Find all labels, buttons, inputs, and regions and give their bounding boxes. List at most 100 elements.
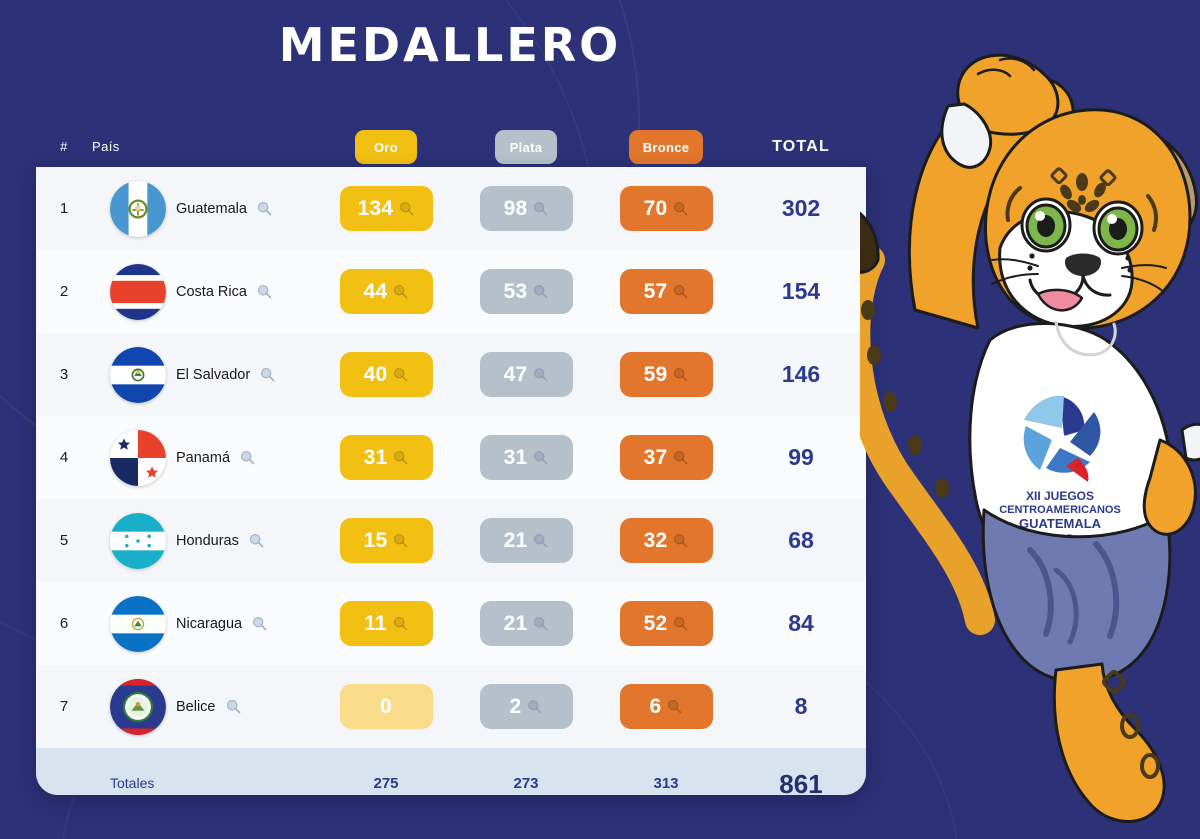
silver-medal-pill[interactable]: 31 bbox=[479, 435, 573, 480]
search-icon[interactable] bbox=[533, 367, 548, 382]
search-icon[interactable] bbox=[533, 201, 548, 216]
gold-value: 11 bbox=[364, 611, 387, 635]
row-total: 302 bbox=[736, 195, 866, 222]
search-icon[interactable] bbox=[533, 616, 548, 631]
search-icon[interactable] bbox=[257, 201, 272, 216]
belize-flag-icon bbox=[110, 678, 166, 735]
gold-medal-pill[interactable]: 31 bbox=[339, 435, 433, 480]
row-gold: 44 bbox=[316, 269, 456, 314]
country-name: Guatemala bbox=[176, 200, 247, 217]
search-icon[interactable] bbox=[226, 699, 241, 714]
bronze-medal-pill[interactable]: 52 bbox=[619, 601, 713, 646]
silver-medal-pill[interactable]: 53 bbox=[479, 269, 573, 314]
table-row[interactable]: 7 Belice 0 2 6 8 bbox=[36, 665, 866, 748]
country-name: Costa Rica bbox=[176, 283, 247, 300]
header-gold-cell: Oro bbox=[316, 130, 456, 164]
silver-medal-pill[interactable]: 98 bbox=[479, 186, 573, 231]
header-silver-pill[interactable]: Plata bbox=[495, 130, 557, 164]
bronze-medal-pill[interactable]: 6 bbox=[619, 684, 713, 729]
row-gold: 31 bbox=[316, 435, 456, 480]
search-icon[interactable] bbox=[257, 284, 272, 299]
totals-silver-cell: 273 bbox=[456, 775, 596, 793]
search-icon[interactable] bbox=[260, 367, 275, 382]
header-bronze-pill[interactable]: Bronce bbox=[628, 130, 704, 164]
bronze-value: 32 bbox=[643, 528, 668, 552]
search-icon[interactable] bbox=[673, 616, 688, 631]
bronze-medal-pill[interactable]: 57 bbox=[619, 269, 713, 314]
search-icon[interactable] bbox=[393, 533, 408, 548]
totals-bronze-cell: 313 bbox=[596, 775, 736, 793]
table-header-row: # País Oro Plata Bronce TOTAL bbox=[36, 126, 866, 168]
search-icon[interactable] bbox=[673, 201, 688, 216]
honduras-flag-icon bbox=[110, 512, 166, 569]
search-icon[interactable] bbox=[673, 533, 688, 548]
row-country[interactable]: Guatemala bbox=[92, 180, 316, 237]
table-row[interactable]: 3 El Salvador 40 47 59 bbox=[36, 333, 866, 416]
search-icon[interactable] bbox=[252, 616, 267, 631]
gold-medal-pill[interactable]: 134 bbox=[339, 186, 433, 231]
table-row[interactable]: 1 Guatemala 134 98 70 bbox=[36, 167, 866, 250]
silver-value: 2 bbox=[509, 694, 522, 718]
total-value: 68 bbox=[788, 527, 814, 553]
search-icon[interactable] bbox=[393, 367, 408, 382]
silver-medal-pill[interactable]: 2 bbox=[479, 684, 573, 729]
silver-value: 21 bbox=[503, 611, 528, 635]
row-silver: 21 bbox=[456, 518, 596, 563]
row-country[interactable]: Belice bbox=[92, 678, 316, 735]
totals-gold-value: 275 bbox=[373, 775, 399, 792]
header-silver-cell: Plata bbox=[456, 130, 596, 164]
search-icon[interactable] bbox=[393, 450, 408, 465]
gold-medal-pill[interactable]: 40 bbox=[339, 352, 433, 397]
bronze-medal-pill[interactable]: 32 bbox=[619, 518, 713, 563]
bronze-medal-pill[interactable]: 59 bbox=[619, 352, 713, 397]
bronze-value: 6 bbox=[649, 694, 662, 718]
gold-medal-pill[interactable]: 44 bbox=[339, 269, 433, 314]
row-rank: 4 bbox=[36, 449, 92, 467]
table-row[interactable]: 5 Honduras 15 21 32 bbox=[36, 499, 866, 582]
row-gold: 0 bbox=[316, 684, 456, 729]
search-icon[interactable] bbox=[393, 616, 408, 631]
row-bronze: 32 bbox=[596, 518, 736, 563]
search-icon[interactable] bbox=[399, 201, 414, 216]
totals-label: Totales bbox=[110, 775, 155, 791]
nicaragua-flag-icon bbox=[110, 595, 166, 652]
search-icon[interactable] bbox=[667, 699, 682, 714]
search-icon[interactable] bbox=[533, 533, 548, 548]
search-icon[interactable] bbox=[393, 284, 408, 299]
search-icon[interactable] bbox=[249, 533, 264, 548]
silver-medal-pill[interactable]: 47 bbox=[479, 352, 573, 397]
search-icon[interactable] bbox=[533, 450, 548, 465]
row-country[interactable]: El Salvador bbox=[92, 346, 316, 403]
row-rank: 5 bbox=[36, 532, 92, 550]
search-icon[interactable] bbox=[533, 284, 548, 299]
total-value: 84 bbox=[788, 610, 814, 636]
table-row[interactable]: 4 Panamá 31 31 37 bbox=[36, 416, 866, 499]
row-country[interactable]: Panamá bbox=[92, 429, 316, 486]
bronze-value: 37 bbox=[643, 445, 668, 469]
gold-medal-pill[interactable]: 15 bbox=[339, 518, 433, 563]
gold-medal-pill[interactable]: 11 bbox=[339, 601, 433, 646]
search-icon[interactable] bbox=[673, 450, 688, 465]
bronze-medal-pill[interactable]: 70 bbox=[619, 186, 713, 231]
totals-grand-cell: 861 bbox=[736, 769, 866, 796]
table-row[interactable]: 2 Costa Rica 44 53 57 bbox=[36, 250, 866, 333]
country-name: El Salvador bbox=[176, 366, 251, 383]
header-total-label: TOTAL bbox=[772, 138, 830, 155]
silver-medal-pill[interactable]: 21 bbox=[479, 518, 573, 563]
table-row[interactable]: 6 Nicaragua 11 21 52 bbox=[36, 582, 866, 665]
header-gold-pill[interactable]: Oro bbox=[355, 130, 417, 164]
row-country[interactable]: Nicaragua bbox=[92, 595, 316, 652]
row-country[interactable]: Honduras bbox=[92, 512, 316, 569]
silver-value: 31 bbox=[503, 445, 528, 469]
row-country[interactable]: Costa Rica bbox=[92, 263, 316, 320]
search-icon[interactable] bbox=[240, 450, 255, 465]
svg-text:2025: 2025 bbox=[1048, 533, 1072, 545]
jaguar-mascot: XII JUEGOS CENTROAMERICANOS GUATEMALA 20… bbox=[860, 10, 1200, 830]
search-icon[interactable] bbox=[673, 284, 688, 299]
bronze-medal-pill[interactable]: 37 bbox=[619, 435, 713, 480]
silver-medal-pill[interactable]: 21 bbox=[479, 601, 573, 646]
rank-value: 7 bbox=[59, 697, 69, 715]
search-icon[interactable] bbox=[527, 699, 542, 714]
search-icon[interactable] bbox=[673, 367, 688, 382]
svg-text:CENTROAMERICANOS: CENTROAMERICANOS bbox=[999, 504, 1121, 516]
